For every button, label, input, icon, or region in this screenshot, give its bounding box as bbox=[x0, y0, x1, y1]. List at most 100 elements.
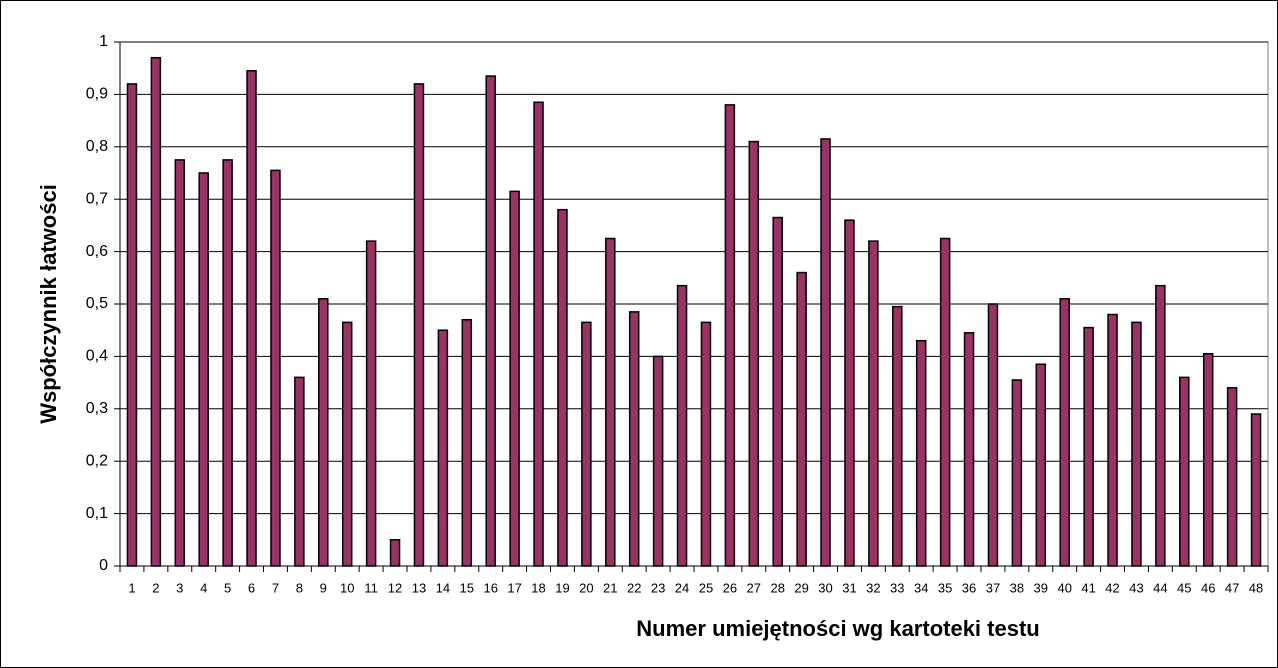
bar bbox=[485, 75, 496, 567]
x-tick-label: 2 bbox=[152, 580, 159, 595]
y-tick-label: 0 bbox=[99, 557, 108, 574]
bar bbox=[844, 219, 855, 567]
x-tick-label: 45 bbox=[1177, 580, 1191, 595]
x-tick-label: 15 bbox=[460, 580, 474, 595]
bar bbox=[915, 339, 927, 567]
bar bbox=[533, 101, 544, 567]
x-tick-label: 42 bbox=[1105, 580, 1119, 595]
bar bbox=[1131, 321, 1142, 567]
x-tick-label: 48 bbox=[1249, 580, 1263, 595]
bar bbox=[389, 539, 401, 567]
bar bbox=[1179, 376, 1190, 567]
bar bbox=[676, 284, 688, 567]
x-tick-label: 14 bbox=[436, 580, 450, 595]
x-tick-label: 20 bbox=[579, 580, 593, 595]
bar bbox=[1011, 379, 1023, 567]
bar bbox=[963, 332, 975, 567]
x-tick-label: 35 bbox=[938, 580, 952, 595]
x-tick-label: 37 bbox=[986, 580, 1000, 595]
bar bbox=[198, 172, 209, 567]
x-tick-label: 46 bbox=[1201, 580, 1215, 595]
x-tick-label: 34 bbox=[914, 580, 928, 595]
x-tick-label: 23 bbox=[651, 580, 665, 595]
y-tick-label: 0,1 bbox=[86, 505, 108, 522]
x-tick-label: 16 bbox=[483, 580, 497, 595]
x-tick-label: 43 bbox=[1129, 580, 1143, 595]
bar bbox=[1035, 363, 1047, 567]
x-tick-label: 26 bbox=[723, 580, 737, 595]
bar bbox=[365, 240, 377, 567]
bar bbox=[796, 271, 807, 567]
bar bbox=[1250, 413, 1262, 567]
bar bbox=[413, 83, 425, 567]
bar bbox=[1107, 313, 1118, 567]
x-tick-label: 3 bbox=[176, 580, 183, 595]
x-tick-label: 19 bbox=[555, 580, 569, 595]
x-tick-label: 44 bbox=[1153, 580, 1167, 595]
y-tick-label: 0,4 bbox=[86, 348, 108, 365]
y-tick-label: 0,7 bbox=[86, 190, 108, 207]
x-tick-label: 4 bbox=[200, 580, 207, 595]
bar bbox=[1202, 353, 1214, 567]
x-tick-label: 13 bbox=[412, 580, 426, 595]
bar bbox=[509, 190, 520, 567]
x-tick-label: 12 bbox=[388, 580, 402, 595]
x-tick-label: 7 bbox=[272, 580, 279, 595]
bar bbox=[126, 83, 138, 567]
bar bbox=[1059, 298, 1070, 567]
x-tick-label: 21 bbox=[603, 580, 617, 595]
bar bbox=[174, 159, 186, 567]
bar bbox=[1226, 387, 1238, 567]
bar bbox=[557, 208, 568, 567]
x-tick-label: 38 bbox=[1010, 580, 1024, 595]
x-tick-label: 17 bbox=[507, 580, 521, 595]
x-tick-label: 27 bbox=[747, 580, 761, 595]
x-tick-label: 9 bbox=[320, 580, 327, 595]
y-tick-label: 0,2 bbox=[86, 452, 108, 469]
y-tick-label: 0,6 bbox=[86, 243, 108, 260]
bar bbox=[748, 140, 760, 567]
x-tick-label: 11 bbox=[364, 580, 378, 595]
y-axis-label: Współczynnik łatwości bbox=[36, 184, 61, 424]
x-tick-label: 39 bbox=[1034, 580, 1048, 595]
bar bbox=[461, 318, 473, 567]
x-tick-label: 5 bbox=[224, 580, 231, 595]
bar bbox=[1155, 284, 1166, 567]
bar bbox=[987, 303, 999, 567]
y-tick-label: 0,9 bbox=[86, 86, 108, 103]
x-tick-label: 8 bbox=[296, 580, 303, 595]
bar bbox=[437, 329, 449, 567]
bar bbox=[939, 237, 951, 567]
bar bbox=[724, 104, 736, 567]
bar bbox=[150, 56, 162, 567]
x-tick-label: 18 bbox=[531, 580, 545, 595]
y-tick-label: 0,5 bbox=[86, 295, 108, 312]
bar bbox=[605, 237, 616, 567]
bar bbox=[294, 376, 305, 567]
x-tick-label: 40 bbox=[1057, 580, 1071, 595]
bar bbox=[270, 169, 281, 567]
x-tick-label: 24 bbox=[675, 580, 689, 595]
y-tick-label: 0,3 bbox=[86, 400, 108, 417]
x-tick-label: 29 bbox=[794, 580, 808, 595]
x-tick-label: 22 bbox=[627, 580, 641, 595]
x-tick-label: 25 bbox=[699, 580, 713, 595]
y-tick-label: 0,8 bbox=[86, 138, 108, 155]
x-tick-label: 1 bbox=[128, 580, 135, 595]
x-tick-label: 6 bbox=[248, 580, 255, 595]
bar bbox=[652, 355, 664, 567]
x-tick-label: 32 bbox=[866, 580, 880, 595]
bar bbox=[700, 321, 712, 567]
bar bbox=[341, 321, 353, 567]
x-tick-label: 28 bbox=[770, 580, 784, 595]
bar bbox=[868, 240, 879, 567]
bar bbox=[318, 298, 329, 567]
x-tick-label: 47 bbox=[1225, 580, 1239, 595]
bar bbox=[892, 305, 903, 567]
bar bbox=[628, 311, 640, 567]
x-tick-label: 41 bbox=[1081, 580, 1095, 595]
bar bbox=[772, 216, 783, 567]
bar bbox=[820, 138, 831, 567]
x-tick-label: 36 bbox=[962, 580, 976, 595]
